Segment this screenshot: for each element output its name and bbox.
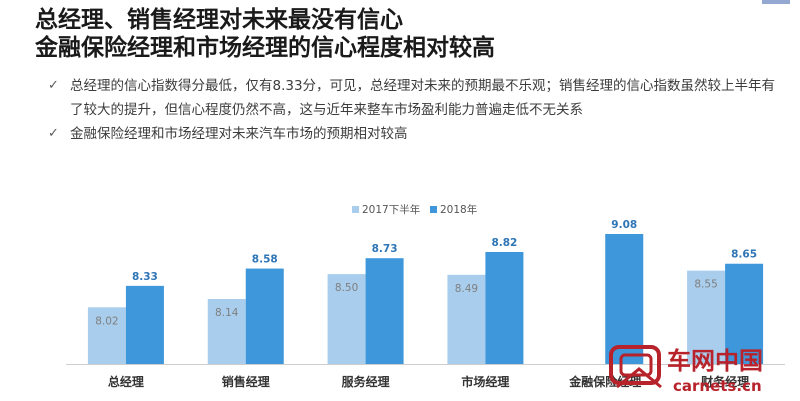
bar: [365, 258, 404, 364]
category-label: 销售经理: [222, 374, 270, 389]
bullet-item: ✓ 金融保险经理和市场经理对未来汽车市场的预期相对较高: [48, 122, 783, 146]
title-line-2: 金融保险经理和市场经理的信心程度相对较高: [35, 35, 495, 61]
bar: [245, 268, 284, 364]
bullet-list: ✓ 总经理的信心指数得分最低，仅有8.33分，可见，总经理对未来的预期最不乐观；…: [48, 74, 783, 146]
category-label: 财务经理: [700, 374, 749, 389]
bar: [447, 274, 486, 364]
category-label: 总经理: [108, 374, 144, 389]
bar: [725, 263, 764, 364]
bar: [687, 270, 726, 364]
bar: [125, 285, 164, 364]
data-label: 8.14: [215, 307, 239, 319]
watermark-text: 车网中国: [667, 347, 763, 375]
page-title: 总经理、销售经理对未来最没有信心 金融保险经理和市场经理的信心程度相对较高: [35, 6, 495, 62]
bullet-text: 金融保险经理和市场经理对未来汽车市场的预期相对较高: [70, 126, 408, 142]
legend-swatch: [430, 206, 437, 213]
watermark-emblem-icon: [609, 345, 662, 389]
legend-label: 2017下半年: [362, 203, 420, 216]
title-line-1: 总经理、销售经理对未来最没有信心: [35, 7, 403, 33]
watermark-url: carnets.cn: [673, 377, 762, 395]
data-label: 8.82: [491, 237, 517, 249]
check-icon: ✓: [48, 126, 59, 141]
legend-swatch: [352, 206, 359, 213]
bar: [605, 234, 644, 364]
check-icon: ✓: [48, 78, 59, 93]
watermark-logo: 车网中国 carnets.cn: [609, 345, 763, 395]
bar: [485, 251, 524, 364]
data-label: 8.65: [731, 249, 757, 261]
data-label: 8.02: [95, 315, 118, 327]
bar-chart: 2017下半年 2018年 8.02 8.33 总经理 8.14 8.58 销售经理 8.50 8…: [66, 203, 785, 389]
data-label: 8.55: [694, 279, 717, 291]
category-label: 服务经理: [342, 374, 390, 389]
data-label: 8.58: [252, 254, 278, 266]
corner-logo: [762, 0, 790, 4]
legend-label: 2018年: [440, 203, 477, 216]
bar: [327, 274, 366, 364]
data-label: 8.49: [455, 283, 478, 295]
data-label: 8.50: [335, 282, 358, 294]
data-label: 9.08: [611, 219, 637, 231]
bullet-item: ✓ 总经理的信心指数得分最低，仅有8.33分，可见，总经理对未来的预期最不乐观；…: [48, 74, 783, 122]
data-label: 8.33: [132, 271, 158, 283]
category-label: 金融保险经理: [568, 374, 641, 389]
data-label: 8.73: [372, 243, 398, 255]
bar: [87, 307, 126, 364]
bullet-text: 总经理的信心指数得分最低，仅有8.33分，可见，总经理对未来的预期最不乐观；销售…: [70, 78, 776, 118]
category-label: 市场经理: [461, 374, 509, 389]
bar: [207, 299, 246, 364]
